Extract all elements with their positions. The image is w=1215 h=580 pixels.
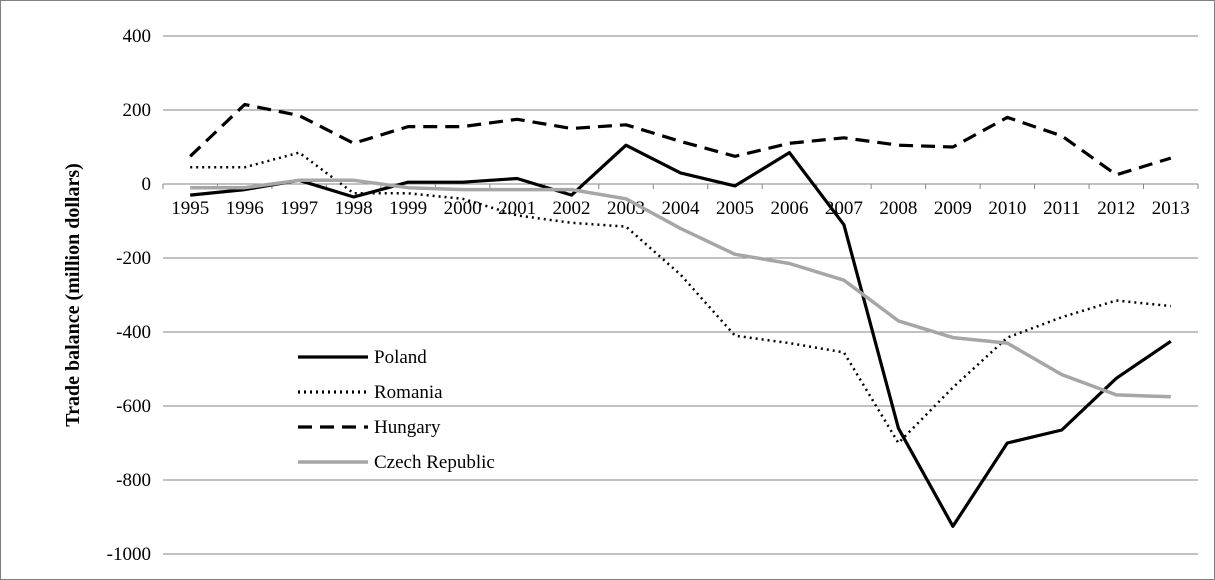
y-tick-label: -400: [116, 322, 151, 343]
x-tick-label: 2013: [1152, 198, 1190, 219]
legend: Poland Romania Hungary Czech Republic: [298, 347, 495, 473]
series-line-czech-republic: [190, 178, 1171, 399]
gridlines: [163, 35, 1198, 555]
y-tick-label: -800: [116, 470, 151, 491]
x-tick-label: 2002: [553, 198, 591, 219]
x-tick-label: 1999: [389, 198, 427, 219]
x-tick-label: 1995: [171, 198, 209, 219]
y-tick-label: 200: [123, 100, 152, 121]
x-tick-label: 2006: [770, 198, 808, 219]
series-line-hungary: [189, 102, 1172, 177]
legend-label: Poland: [374, 347, 427, 368]
x-tick-label: 2011: [1043, 198, 1080, 219]
legend-label: Czech Republic: [374, 452, 495, 473]
x-tick-label: 2004: [662, 198, 701, 219]
y-axis-ticks: 400 200 0 -200 -400 -600 -800 -1000: [107, 26, 151, 565]
x-tick-label: 2010: [988, 198, 1026, 219]
x-tick-label: 2001: [498, 198, 536, 219]
y-tick-label: 400: [123, 26, 152, 47]
x-tick-label: 2009: [934, 198, 972, 219]
y-tick-label: -1000: [107, 544, 151, 565]
legend-label: Hungary: [374, 417, 441, 438]
series-line-romania: [190, 151, 1171, 445]
y-axis-label: Trade balance (million dollars): [62, 163, 84, 427]
y-tick-label: -600: [116, 396, 151, 417]
x-tick-label: 1998: [335, 198, 373, 219]
series-line-poland: [190, 143, 1172, 528]
y-tick-label: 0: [142, 174, 152, 195]
x-tick-label: 2003: [607, 198, 645, 219]
x-tick-label: 1996: [226, 198, 264, 219]
x-tick-label: 2005: [716, 198, 754, 219]
y-tick-label: -200: [116, 248, 151, 269]
x-axis-ticks: 1995 1996 1997 1998 1999 2000 2001 2002 2003 2004…: [162, 184, 1199, 219]
x-tick-label: 2012: [1097, 198, 1135, 219]
x-tick-label: 2000: [444, 198, 482, 219]
series-lines: [189, 102, 1172, 528]
legend-label: Romania: [374, 382, 443, 403]
x-tick-label: 2008: [879, 198, 917, 219]
x-tick-label: 1997: [280, 198, 318, 219]
